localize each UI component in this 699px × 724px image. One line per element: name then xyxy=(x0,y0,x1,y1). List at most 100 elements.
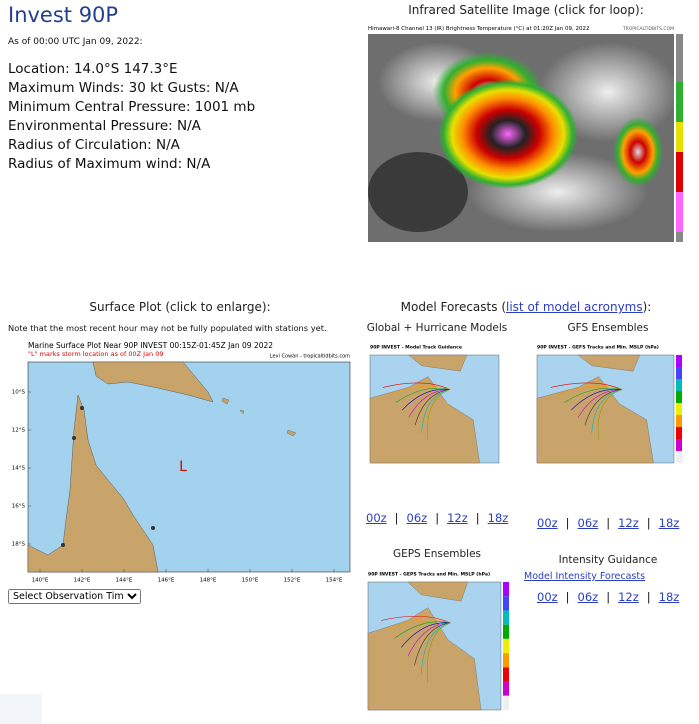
track xyxy=(577,389,622,418)
separator: | xyxy=(475,511,480,525)
lat-label: 18°S xyxy=(12,542,26,548)
track xyxy=(564,387,623,403)
lon-label: 148°E xyxy=(200,578,217,584)
as-of: As of 00:00 UTC Jan 09, 2022: xyxy=(8,37,143,47)
land xyxy=(369,376,480,464)
surface-plot[interactable]: Marine Surface Plot Near 90P INVEST 00:1… xyxy=(8,340,352,588)
satellite-heading: Infrared Satellite Image (click for loop… xyxy=(408,3,644,17)
models-heading: Model Forecasts (list of model acronyms)… xyxy=(358,300,694,314)
colorbar-segment xyxy=(503,667,509,682)
observation-time-select[interactable]: Select Observation Time... xyxy=(8,589,141,604)
separator: | xyxy=(394,511,399,525)
track xyxy=(427,622,451,684)
heading-text: Model Forecasts ( xyxy=(400,300,506,314)
track xyxy=(407,622,451,657)
detail: Environmental Pressure: N/A xyxy=(8,118,201,134)
detail: Radius of Maximum wind: N/A xyxy=(8,156,211,172)
intensity-link: Model Intensity Forecasts xyxy=(524,571,645,582)
track xyxy=(408,389,450,418)
lat-label: 12°S xyxy=(12,428,26,434)
track xyxy=(557,385,623,396)
separator: | xyxy=(646,590,651,604)
track xyxy=(381,615,451,624)
storm-title: Invest 90P xyxy=(8,3,119,27)
lon-label: 144°E xyxy=(116,578,133,584)
lon-label: 140°E xyxy=(32,578,49,584)
track xyxy=(402,388,451,411)
run-link[interactable]: 00z xyxy=(537,516,558,530)
run-link[interactable]: 18z xyxy=(658,590,680,604)
intensity-forecasts-link[interactable]: Model Intensity Forecasts xyxy=(524,571,646,582)
model-image[interactable]: 90P INVEST - GEPS Tracks and Min. MSLP (… xyxy=(366,568,511,718)
plot-subtitle: "L" marks storm location as of 00Z Jan 0… xyxy=(28,350,164,358)
colorbar-segment xyxy=(676,451,682,463)
colorbar-segment xyxy=(676,379,682,391)
run-link[interactable]: 12z xyxy=(618,516,639,530)
colorbar-segment xyxy=(676,439,682,451)
track xyxy=(591,389,623,433)
satellite-credit: TROPICALTIDBITS.COM xyxy=(622,26,674,32)
run-link[interactable]: 18z xyxy=(658,516,680,530)
acronyms-link[interactable]: list of model acronyms xyxy=(506,300,643,314)
track xyxy=(395,387,451,403)
run-link[interactable]: 06z xyxy=(406,511,428,525)
satellite-image-title: Himawari-8 Channel 13 (IR) Brightness Te… xyxy=(368,26,589,32)
surface-note: Note that the most recent hour may not b… xyxy=(8,323,327,333)
model-image[interactable]: 90P INVEST - GEFS Tracks and Min. MSLP (… xyxy=(535,341,684,471)
lon-label: 154°E xyxy=(326,578,343,584)
track xyxy=(382,382,451,390)
heading-text: ): xyxy=(642,300,652,314)
lon-label: 152°E xyxy=(284,578,301,584)
colorbar-segment xyxy=(503,653,509,668)
land xyxy=(536,376,654,464)
colorbar-segment xyxy=(676,391,682,403)
lon-label: 142°E xyxy=(74,578,91,584)
plot-title: Marine Surface Plot Near 90P INVEST 00:1… xyxy=(28,341,273,350)
land xyxy=(367,607,482,711)
footer-box xyxy=(0,694,42,724)
panel-title: GFS Ensembles xyxy=(567,322,649,334)
run-link[interactable]: 00z xyxy=(366,511,387,525)
lat-label: 14°S xyxy=(12,466,26,472)
colorbar-segment xyxy=(503,638,509,654)
colorbar-segment xyxy=(676,415,682,427)
link-row: 00z | 06z | 12z | 18z xyxy=(533,590,683,604)
lon-label: 150°E xyxy=(242,578,259,584)
satellite-image[interactable]: Himawari-8 Channel 13 (IR) Brightness Te… xyxy=(358,22,694,255)
separator: | xyxy=(435,511,440,525)
image-title: 90P INVEST - Model Track Guidance xyxy=(370,345,462,351)
run-link[interactable]: 00z xyxy=(537,590,558,604)
track xyxy=(550,382,623,390)
track xyxy=(414,389,451,426)
run-link[interactable]: 12z xyxy=(618,590,639,604)
run-link[interactable]: 06z xyxy=(577,516,599,530)
colorbar-segment xyxy=(503,610,509,625)
track xyxy=(394,621,451,639)
model-image[interactable]: 90P INVEST - Model Track Guidance xyxy=(368,341,501,471)
run-link[interactable]: 06z xyxy=(577,590,599,604)
colorbar-segment xyxy=(676,427,682,439)
separator: | xyxy=(606,516,611,530)
colorbar-segment xyxy=(503,681,509,696)
run-link[interactable]: 12z xyxy=(447,511,468,525)
land xyxy=(408,354,467,372)
run-link[interactable]: 18z xyxy=(487,511,509,525)
colorbar-segment xyxy=(676,355,682,367)
track xyxy=(597,389,623,441)
track xyxy=(414,622,451,666)
track xyxy=(401,622,451,648)
track xyxy=(389,385,451,396)
link-row: 00z | 06z | 12z | 18z xyxy=(533,516,683,530)
plot-credit: Levi Cowan - tropicaltidbits.com xyxy=(270,354,350,360)
image-title: 90P INVEST - GEPS Tracks and Min. MSLP (… xyxy=(368,572,490,578)
track xyxy=(387,619,451,630)
detail: Radius of Circulation: N/A xyxy=(8,137,180,153)
detail: Minimum Central Pressure: 1001 mb xyxy=(8,99,256,115)
colorbar-segment xyxy=(503,624,509,639)
lat-label: 16°S xyxy=(12,504,26,510)
colorbar-segment xyxy=(676,367,682,379)
link-row: 00z | 06z | 12z | 18z xyxy=(362,511,512,525)
colorbar-segment xyxy=(503,596,509,611)
track xyxy=(421,389,451,433)
